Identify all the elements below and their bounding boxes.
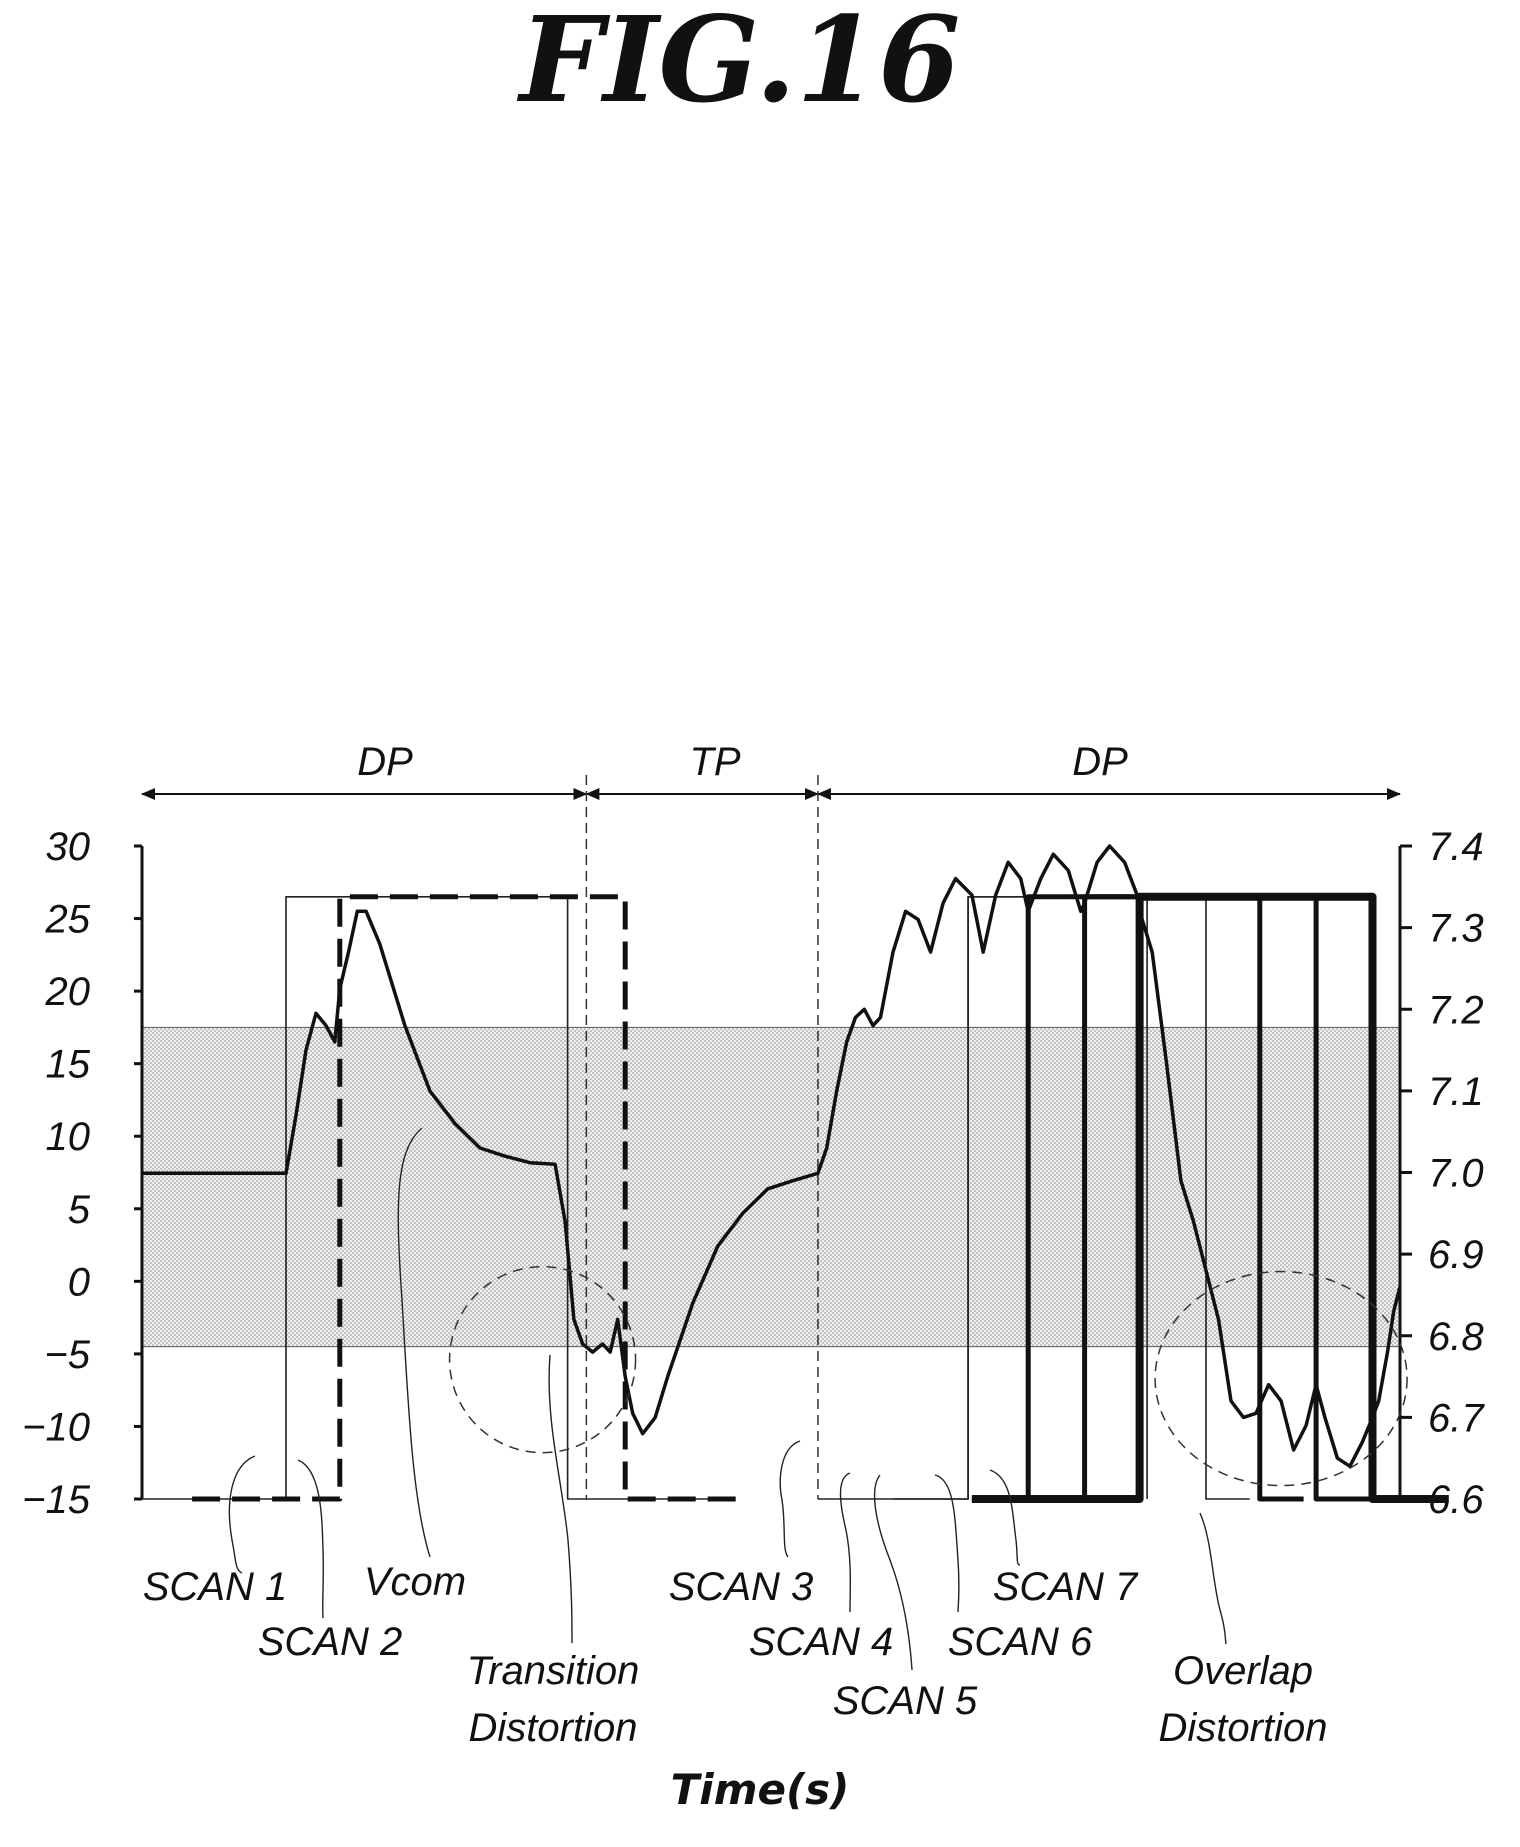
series-vcom xyxy=(142,844,1402,1469)
right-tick-label: 7.2 xyxy=(1428,988,1484,1032)
scan4-label: SCAN 4 xyxy=(749,1620,894,1664)
right-tick-label: 6.9 xyxy=(1428,1233,1484,1277)
left-tick-label: −5 xyxy=(44,1333,90,1377)
left-tick-label: 0 xyxy=(68,1260,90,1304)
left-tick-label: 15 xyxy=(46,1043,91,1087)
vcom-leader xyxy=(397,1127,431,1558)
transition-leader xyxy=(548,1354,573,1644)
scan1-leader xyxy=(228,1455,256,1574)
left-tick-label: 20 xyxy=(45,970,91,1014)
period-label-dp-left: DP xyxy=(357,740,413,784)
series-scan-2 xyxy=(192,894,743,1502)
scan7-leader xyxy=(989,1469,1021,1566)
transition-distortion-label-1: Transition xyxy=(467,1649,640,1693)
series-scan-1 xyxy=(142,895,731,1500)
scan2-label: SCAN 2 xyxy=(258,1620,403,1664)
scan5-leader xyxy=(873,1474,913,1671)
period-label-tp: TP xyxy=(689,740,740,784)
scan1-label: SCAN 1 xyxy=(143,1565,288,1609)
right-tick-label: 7.1 xyxy=(1428,1070,1484,1114)
overlap-distortion-circle xyxy=(1154,1270,1408,1487)
left-tick-label: −15 xyxy=(22,1478,91,1522)
right-tick-label: 7.3 xyxy=(1428,907,1484,951)
scan4-leader xyxy=(839,1472,852,1613)
transition-distortion-circle xyxy=(448,1265,637,1454)
scan5-label: SCAN 5 xyxy=(833,1679,978,1723)
scan3-label: SCAN 3 xyxy=(669,1565,814,1609)
left-tick-label: 25 xyxy=(45,898,91,942)
overlap-leader xyxy=(1199,1512,1227,1645)
left-tick-label: 5 xyxy=(68,1188,91,1232)
scan2-leader xyxy=(297,1459,324,1619)
left-tick-label: 10 xyxy=(46,1115,91,1159)
period-label-dp-right: DP xyxy=(1072,740,1128,784)
vcom-label: Vcom xyxy=(364,1560,466,1604)
right-tick-label: 6.8 xyxy=(1428,1315,1484,1359)
x-axis-label: Time(s) xyxy=(670,1765,850,1814)
scan6-leader xyxy=(934,1474,960,1613)
scan6-label: SCAN 6 xyxy=(948,1620,1093,1664)
series-scan-7 xyxy=(971,892,1449,1503)
figure-title: FIG.16 xyxy=(519,0,961,129)
scan3-leader xyxy=(779,1440,801,1558)
left-tick-label: −10 xyxy=(22,1405,90,1449)
overlap-distortion-label-2: Distortion xyxy=(1159,1706,1328,1750)
right-tick-label: 7.4 xyxy=(1428,825,1484,869)
right-tick-label: 6.7 xyxy=(1428,1396,1485,1440)
scan7-label: SCAN 7 xyxy=(993,1565,1139,1609)
overlap-distortion-label-1: Overlap xyxy=(1173,1649,1313,1693)
right-tick-label: 7.0 xyxy=(1428,1152,1484,1196)
left-tick-label: 30 xyxy=(46,825,91,869)
transition-distortion-label-2: Distortion xyxy=(469,1706,638,1750)
